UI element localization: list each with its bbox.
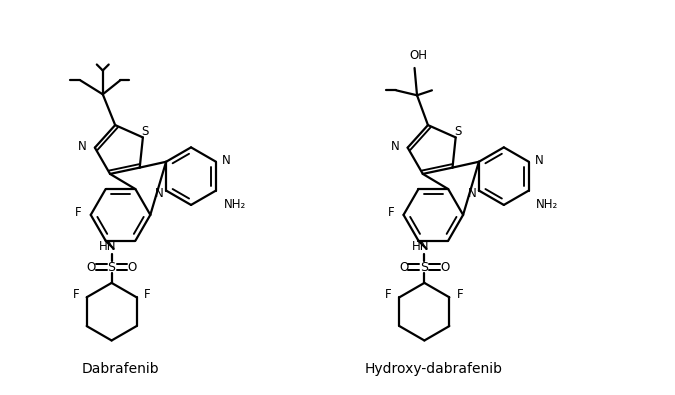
Text: HN: HN <box>412 240 429 253</box>
Text: F: F <box>72 288 79 301</box>
Text: O: O <box>441 261 450 273</box>
Text: S: S <box>454 125 462 138</box>
Text: N: N <box>155 186 163 199</box>
Text: HN: HN <box>99 240 116 253</box>
Text: NH₂: NH₂ <box>536 198 558 211</box>
Text: S: S <box>421 261 429 273</box>
Text: S: S <box>142 125 149 138</box>
Text: Dabrafenib: Dabrafenib <box>82 362 159 376</box>
Text: F: F <box>457 288 464 301</box>
Text: O: O <box>128 261 137 273</box>
Text: OH: OH <box>410 49 427 62</box>
Text: F: F <box>385 288 391 301</box>
Text: N: N <box>535 154 543 167</box>
Text: N: N <box>78 140 87 153</box>
Text: Hydroxy-dabrafenib: Hydroxy-dabrafenib <box>364 362 502 376</box>
Text: F: F <box>388 206 395 219</box>
Text: N: N <box>222 154 231 167</box>
Text: F: F <box>75 206 82 219</box>
Text: S: S <box>107 261 115 273</box>
Text: O: O <box>399 261 408 273</box>
Text: N: N <box>468 186 477 199</box>
Text: O: O <box>86 261 95 273</box>
Text: N: N <box>391 140 400 153</box>
Text: F: F <box>144 288 151 301</box>
Text: NH₂: NH₂ <box>223 198 246 211</box>
